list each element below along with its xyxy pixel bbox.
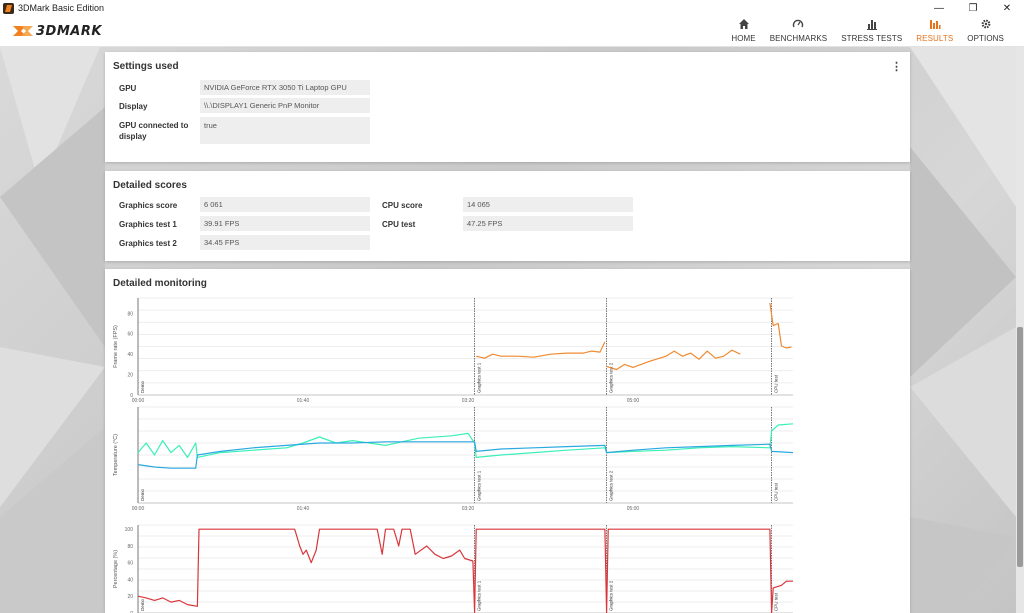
phase-label: Graphics test 1 [477, 362, 482, 393]
percentage-line [137, 528, 793, 613]
graphics-test-1-label: Graphics test 1 [119, 220, 177, 229]
graphics-test-2-value: 34.45 FPS [200, 235, 370, 250]
settings-title: Settings used [113, 61, 179, 72]
nav-stress-tests-label: STRESS TESTS [841, 34, 903, 43]
time-tick-label: 03:20 [462, 506, 475, 512]
app-logo-icon [3, 2, 14, 14]
scrollbar[interactable] [1016, 47, 1024, 613]
phase-label: Graphics test 2 [609, 470, 614, 501]
cpu-test-label: CPU test [382, 220, 416, 229]
display-value: \\.\DISPLAY1 Generic PnP Monitor [200, 98, 370, 113]
phase-label: Graphics test 2 [609, 362, 614, 393]
graphics-score-label: Graphics score [119, 201, 178, 210]
time-tick-label: 05:00 [627, 506, 640, 512]
time-tick-label: 01:40 [297, 398, 310, 404]
3dmark-logo[interactable]: 3DMARK [12, 23, 102, 39]
detailed-scores-panel: Detailed scores Graphics score 6 061 Gra… [105, 171, 910, 261]
y-tick-label: 40 [127, 577, 133, 583]
graphics-score-value: 6 061 [200, 197, 370, 212]
fps-line-graphics-test-2 [606, 349, 741, 371]
nav-options[interactable]: OPTIONS [967, 18, 1004, 43]
y-tick-label: 60 [127, 332, 133, 338]
time-tick-label: 03:20 [462, 398, 475, 404]
window-titlebar: 3DMark Basic Edition — ❐ ✕ [0, 0, 1024, 16]
fps-line-graphics-test-1 [476, 341, 606, 359]
nav-benchmarks-label: BENCHMARKS [769, 34, 828, 43]
bar-chart-icon [866, 20, 877, 30]
y-axis-label: Frame rate (FPS) [113, 325, 119, 368]
gpu-connected-value: true [200, 117, 370, 144]
cpu-test-value: 47.25 FPS [463, 216, 633, 231]
home-icon [738, 19, 749, 29]
phase-label: CPU test [774, 482, 779, 501]
y-tick-label: 60 [127, 561, 133, 567]
y-tick-label: 20 [127, 373, 133, 379]
time-tick-label: 05:00 [627, 398, 640, 404]
gpu-value: NVIDIA GeForce RTX 3050 Ti Laptop GPU [200, 80, 370, 95]
gauge-icon [793, 19, 804, 28]
display-label: Display [119, 102, 148, 111]
nav-options-label: OPTIONS [967, 34, 1004, 43]
phase-label: CPU test [774, 592, 779, 611]
cpu-score-value: 14 065 [463, 197, 633, 212]
y-tick-label: 40 [127, 352, 133, 358]
phase-label: Demo [140, 380, 145, 393]
nav-home[interactable]: HOME [731, 18, 756, 43]
phase-label: Graphics test 2 [609, 580, 614, 611]
graphics-test-2-label: Graphics test 2 [119, 239, 177, 248]
monitoring-chart: 0 20 40 60 80 Frame rate (FPS) Demo Graphics te… [113, 297, 794, 613]
nav-results-label: RESULTS [916, 34, 954, 43]
logo-text: 3DMARK [36, 23, 102, 39]
nav-benchmarks[interactable]: BENCHMARKS [770, 18, 827, 43]
y-tick-label: 0 [130, 611, 133, 613]
y-tick-label: 100 [125, 527, 134, 533]
phase-label: Demo [140, 598, 145, 611]
detailed-monitoring-panel: Detailed monitoring 0 20 40 60 80 Frame rate … [105, 269, 910, 613]
app-header: 3DMARK HOME BENCHMARKS STRESS TESTS RESU… [0, 16, 1024, 47]
window-title: 3DMark Basic Edition [18, 3, 105, 13]
maximize-button[interactable]: ❐ [968, 2, 978, 14]
phase-label: Graphics test 1 [477, 580, 482, 611]
y-axis-label: Temperature (°C) [113, 434, 119, 476]
monitoring-title: Detailed monitoring [113, 278, 207, 289]
y-axis-label: Percentage (%) [113, 550, 119, 588]
nav-stress-tests[interactable]: STRESS TESTS [841, 18, 902, 43]
y-tick-label: 80 [127, 311, 133, 317]
close-button[interactable]: ✕ [1002, 2, 1012, 14]
main-nav: HOME BENCHMARKS STRESS TESTS RESULTS OPT… [717, 18, 1004, 43]
3dmark-logo-icon [13, 26, 33, 36]
gpu-temperature-line [137, 441, 794, 469]
nav-home-label: HOME [731, 34, 756, 43]
gpu-label: GPU [119, 84, 137, 93]
minimize-button[interactable]: — [934, 2, 944, 14]
graphics-test-1-value: 39.91 FPS [200, 216, 370, 231]
scores-title: Detailed scores [113, 180, 187, 191]
time-tick-label: 00:00 [132, 398, 145, 404]
y-tick-label: 80 [127, 544, 133, 550]
y-tick-label: 20 [127, 594, 133, 600]
phase-label: CPU test [774, 374, 779, 393]
time-tick-label: 00:00 [132, 506, 145, 512]
gear-icon [981, 19, 991, 29]
y-tick-label: 0 [130, 393, 133, 399]
more-options-icon[interactable]: ⋮ [891, 61, 902, 73]
scrollbar-thumb[interactable] [1017, 327, 1023, 567]
fps-line-cpu-test [769, 303, 792, 349]
phase-label: Demo [140, 488, 145, 501]
results-bars-icon [929, 20, 941, 29]
cpu-score-label: CPU score [382, 201, 423, 210]
cpu-temperature-line [137, 423, 794, 458]
gpu-connected-label: GPU connected to display [119, 121, 189, 141]
nav-results[interactable]: RESULTS [916, 18, 953, 43]
time-tick-label: 01:40 [297, 506, 310, 512]
settings-used-panel: Settings used ⋮ GPU NVIDIA GeForce RTX 3… [105, 52, 910, 162]
phase-label: Graphics test 1 [477, 470, 482, 501]
